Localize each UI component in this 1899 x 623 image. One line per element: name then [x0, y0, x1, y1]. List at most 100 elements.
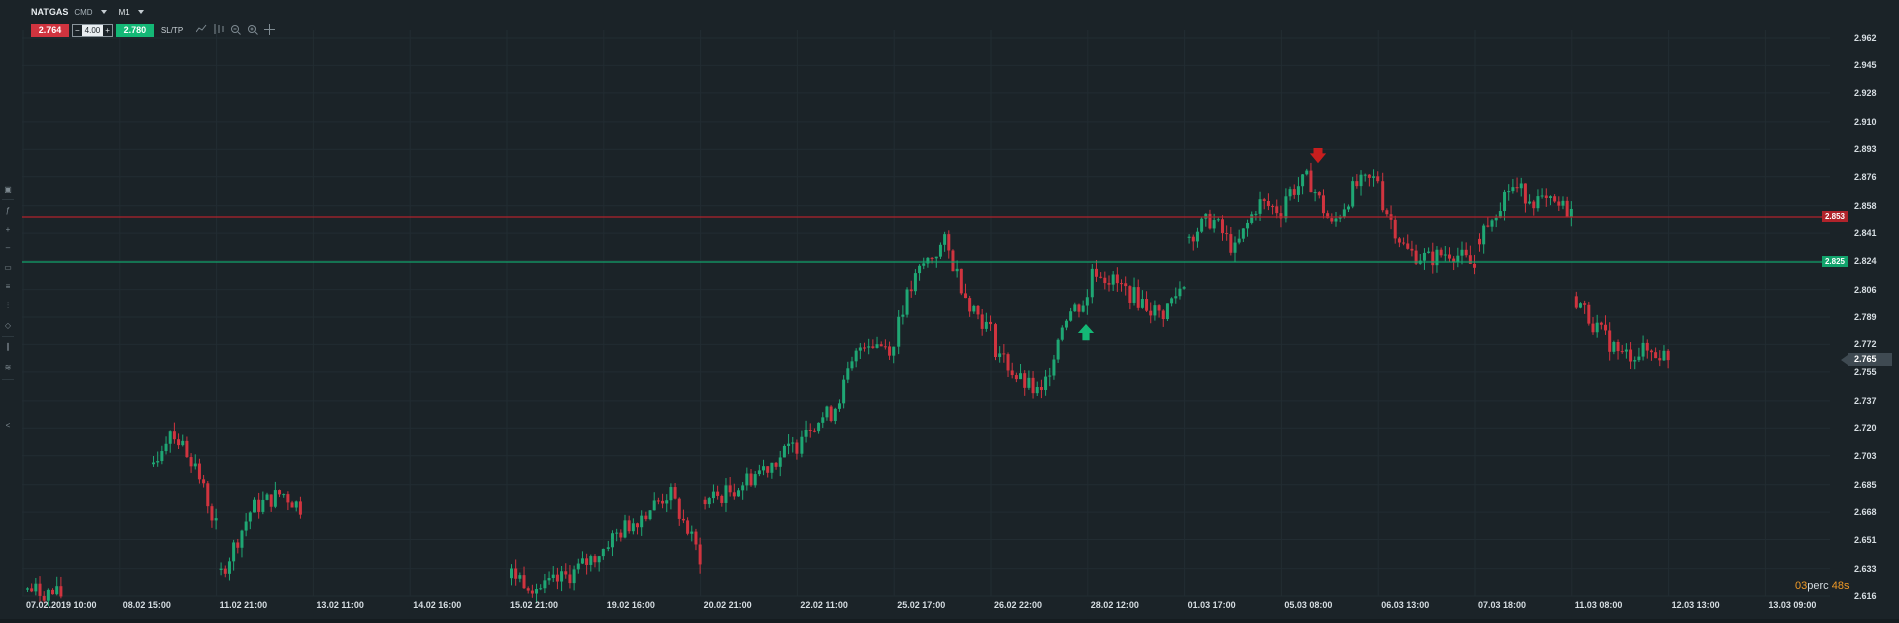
function-icon[interactable]: ƒ — [5, 206, 11, 215]
candle-bear — [808, 429, 812, 431]
red-level-price-label[interactable]: 2.853 — [1822, 211, 1848, 222]
sltp-button[interactable]: SL/TP — [160, 26, 184, 35]
candle-bull — [1081, 305, 1085, 312]
bar-pattern-icon[interactable]: ⫶ — [7, 301, 9, 310]
time-tick: 28.02 12:00 — [1090, 600, 1139, 610]
indicator-icon[interactable]: ∥ — [6, 342, 10, 351]
candle-bull — [934, 256, 938, 259]
candle-bear — [994, 324, 997, 358]
candle-bear — [879, 344, 883, 347]
fibonacci-icon[interactable]: ≡ — [5, 282, 11, 291]
candle-bull — [736, 490, 740, 497]
buy-signal-arrow-icon — [1077, 324, 1095, 341]
candle-bear — [1406, 243, 1410, 249]
rectangle-icon[interactable]: ▭ — [4, 263, 12, 272]
candle-bear — [1157, 305, 1161, 311]
candle-bull — [1237, 238, 1241, 243]
candle-bull — [1519, 183, 1523, 189]
candle-bull — [1052, 359, 1056, 376]
candle-bull — [778, 457, 782, 467]
horizontal-line-icon[interactable]: – — [5, 243, 11, 252]
chevron-down-icon[interactable] — [100, 10, 107, 14]
candle-bear — [716, 491, 720, 496]
candle-bull — [1422, 252, 1426, 261]
decrease-button[interactable]: − — [75, 26, 80, 35]
price-tick: 2.910 — [1854, 116, 1877, 127]
candle-bull — [1027, 377, 1031, 388]
candle-bull — [1035, 386, 1039, 394]
candle-bear — [1468, 255, 1472, 264]
candle-bull — [1662, 350, 1666, 361]
candle-bull — [690, 531, 694, 534]
candle-bull — [282, 494, 286, 496]
candle-bull — [1548, 196, 1552, 198]
line-chart-icon[interactable] — [195, 24, 207, 37]
price-tick: 2.616 — [1854, 591, 1877, 601]
price-tick: 2.772 — [1854, 339, 1877, 350]
candle-bear — [1464, 249, 1468, 256]
candle-bull — [791, 442, 795, 444]
timeframe-selector[interactable]: M1 — [118, 7, 130, 17]
increase-button[interactable]: + — [105, 26, 110, 35]
candle-bull — [1503, 191, 1507, 212]
candle-bull — [1140, 299, 1144, 308]
candle-bear — [661, 500, 665, 504]
buy-button[interactable]: 2.780 — [115, 24, 154, 37]
chevron-down-icon[interactable] — [137, 10, 144, 14]
candle-bull — [1633, 360, 1637, 362]
cross-icon[interactable]: + — [5, 225, 11, 234]
time-tick: 25.02 17:00 — [897, 600, 946, 610]
candle-bull — [551, 574, 555, 579]
share-icon[interactable]: < — [5, 421, 11, 430]
candle-bull — [1288, 189, 1292, 197]
screenshot-icon[interactable]: ▣ — [4, 185, 12, 194]
candle-bull — [821, 417, 825, 423]
candle-bull — [846, 368, 850, 380]
candle-bear — [1599, 322, 1603, 325]
candle-bull — [1019, 373, 1023, 380]
candle-bull — [1284, 196, 1288, 219]
candle-bull — [1334, 218, 1338, 222]
candles — [26, 162, 1670, 607]
candles-icon[interactable] — [213, 24, 224, 37]
candle-bear — [1574, 296, 1578, 308]
candle-bear — [1107, 283, 1111, 285]
volume-input[interactable]: 4.00 — [81, 25, 104, 36]
layers-icon[interactable]: ≋ — [4, 363, 12, 372]
candle-bull — [1170, 298, 1174, 304]
candle-bear — [1225, 233, 1229, 235]
candle-bear — [720, 495, 724, 503]
price-tick: 2.633 — [1854, 563, 1877, 574]
zoom-in-icon[interactable] — [247, 24, 259, 37]
candle-bull — [1085, 297, 1089, 306]
crosshair-icon[interactable] — [264, 24, 276, 37]
instrument-type[interactable]: CMD — [74, 7, 93, 17]
zoom-out-icon[interactable] — [230, 24, 242, 37]
candle-bear — [829, 406, 833, 421]
candle-bull — [535, 588, 539, 594]
time-axis[interactable]: 07.02.2019 10:00 08.02 15:00 11.02 21:00 13… — [0, 596, 1830, 616]
time-tick: 15.02 21:00 — [510, 600, 559, 610]
candle-bull — [837, 403, 841, 409]
candle-bear — [59, 586, 63, 597]
chart-grid — [22, 30, 1830, 597]
price-tick: 2.806 — [1854, 284, 1877, 295]
candle-bull — [1250, 214, 1254, 223]
candle-bear — [278, 490, 282, 495]
volume-stepper[interactable]: − 4.00 + — [72, 24, 113, 37]
candle-bear — [1523, 183, 1527, 204]
candle-bull — [753, 474, 757, 486]
candle-bear — [698, 544, 702, 565]
price-axis[interactable]: 2.962 2.945 2.928 2.910 2.893 2.876 2.858 2.841… — [1836, 0, 1899, 623]
candle-bear — [1094, 268, 1098, 277]
pivot-icon[interactable]: ◇ — [4, 321, 12, 330]
candle-bear — [286, 494, 290, 503]
time-tick: 11.02 21:00 — [219, 600, 268, 610]
green-level-price-label[interactable]: 2.825 — [1822, 256, 1848, 267]
sell-button[interactable]: 2.764 — [31, 24, 69, 37]
price-tick: 2.685 — [1854, 479, 1877, 490]
candle-bear — [223, 568, 227, 574]
instrument-symbol[interactable]: NATGAS — [31, 7, 69, 17]
candle-bull — [926, 257, 930, 264]
